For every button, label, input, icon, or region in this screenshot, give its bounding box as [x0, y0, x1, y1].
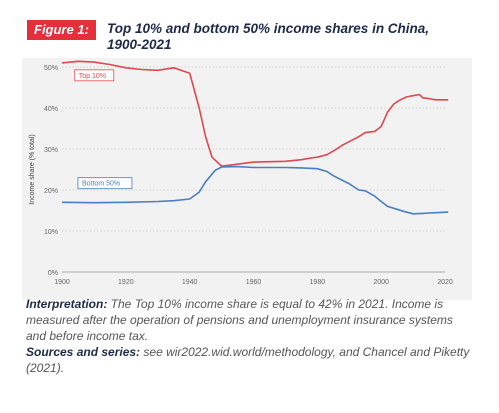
series-label: Bottom 50%	[82, 181, 120, 188]
x-tick-label: 1940	[182, 279, 198, 286]
interpretation-label: Interpretation:	[26, 297, 108, 311]
x-tick-label: 2000	[373, 279, 389, 286]
figure-badge: Figure 1:	[27, 20, 96, 40]
notes: Interpretation: The Top 10% income share…	[26, 296, 476, 376]
x-tick-label: 1920	[118, 279, 134, 286]
x-tick-label: 1900	[54, 279, 70, 286]
y-tick-label: 0%	[48, 270, 58, 277]
figure-title: Top 10% and bottom 50% income shares in …	[107, 21, 467, 53]
series-label-box	[74, 69, 115, 82]
y-tick-label: 50%	[44, 65, 58, 72]
y-tick-label: 10%	[44, 229, 58, 236]
series-label: Top 10%	[79, 73, 106, 80]
figure-title-line1: Top 10% and bottom 50% income shares in …	[107, 21, 430, 36]
y-tick-label: 40%	[44, 106, 58, 113]
interpretation-text: The Top 10% income share is equal to 42%…	[26, 297, 453, 343]
line-chart: 0% 10% 20% 30% 40% 50% 1900 1920 1940 1960 1980 200…	[29, 60, 453, 286]
series-line	[61, 165, 449, 215]
x-tick-label: 2020	[437, 279, 453, 286]
interpretation-note: Interpretation: The Top 10% income share…	[26, 296, 476, 344]
sources-text: see wir2022.wid.world/methodology, and C…	[26, 345, 470, 375]
y-axis-label: Income share (% total)	[29, 134, 36, 204]
chart-panel: 0% 10% 20% 30% 40% 50% 1900 1920 1940 1960 1980 200…	[22, 58, 472, 300]
series-label-box	[77, 177, 133, 190]
sources-label: Sources and series:	[26, 345, 141, 359]
series-line	[61, 60, 449, 167]
y-tick-label: 30%	[44, 147, 58, 154]
sources-note: Sources and series: see wir2022.wid.worl…	[26, 344, 476, 376]
y-tick-label: 20%	[44, 188, 58, 195]
figure-title-line2: 1900-2021	[107, 37, 172, 52]
x-tick-label: 1980	[310, 279, 326, 286]
x-tick-label: 1960	[246, 279, 262, 286]
